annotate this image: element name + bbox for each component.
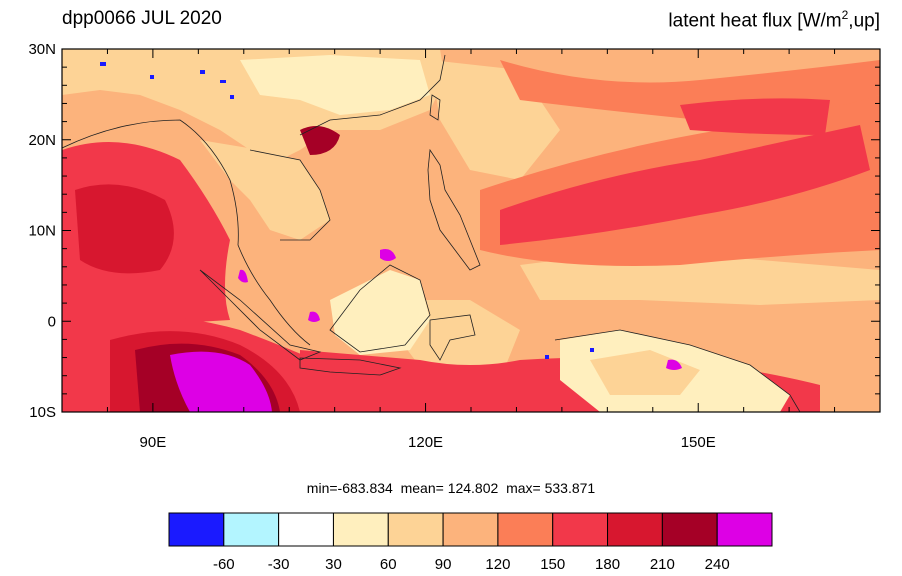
- colorbar-label: -30: [268, 556, 290, 573]
- colorbar-label: -60: [213, 556, 235, 573]
- coastlines: [62, 54, 801, 412]
- colorbar-swatch: [442, 512, 499, 547]
- colorbar-labels: -60 -30 30 60 90 120 150 180 210 240: [213, 556, 730, 573]
- lat-tick-label: 30N: [28, 41, 56, 58]
- stats-line: min=-683.834 mean= 124.802 max= 533.871: [306, 480, 596, 496]
- colorbar-label: 210: [650, 556, 675, 573]
- lon-tick-label: 120E: [408, 434, 443, 451]
- axis-ticks: [61, 48, 881, 413]
- colorbar-label: 180: [595, 556, 620, 573]
- lon-tick-label: 90E: [140, 434, 167, 451]
- plot-title-left: dpp0066 JUL 2020: [62, 8, 222, 29]
- colorbar-swatch: [552, 512, 609, 547]
- lat-tick-label: 10N: [28, 223, 56, 240]
- colorbar-swatch: [607, 512, 663, 547]
- colorbar: [168, 512, 773, 547]
- colorbar-label: 30: [325, 556, 342, 573]
- flux-field: [62, 49, 880, 412]
- lat-tick-label: 10S: [29, 404, 56, 421]
- colorbar-swatch: [332, 512, 389, 547]
- colorbar-swatch: [497, 512, 554, 547]
- colorbar-swatch: [387, 512, 444, 547]
- lon-tick-label: 150E: [681, 434, 716, 451]
- colorbar-label: 150: [540, 556, 565, 573]
- colorbar-swatch: [168, 512, 225, 547]
- colorbar-label: 60: [380, 556, 397, 573]
- colorbar-label: 120: [485, 556, 510, 573]
- axis-tick-labels: 90E 120E 150E 30N 20N 10N 0 10S: [28, 41, 715, 451]
- colorbar-swatch: [223, 512, 280, 547]
- colorbar-swatch: [661, 512, 718, 547]
- plot-title-right: latent heat flux [W/m2,up]: [668, 8, 880, 32]
- colorbar-label: 240: [705, 556, 730, 573]
- lat-tick-label: 20N: [28, 132, 56, 149]
- lat-tick-label: 0: [48, 313, 56, 330]
- colorbar-label: 90: [435, 556, 452, 573]
- colorbar-swatch: [716, 512, 773, 547]
- colorbar-swatch: [278, 512, 334, 547]
